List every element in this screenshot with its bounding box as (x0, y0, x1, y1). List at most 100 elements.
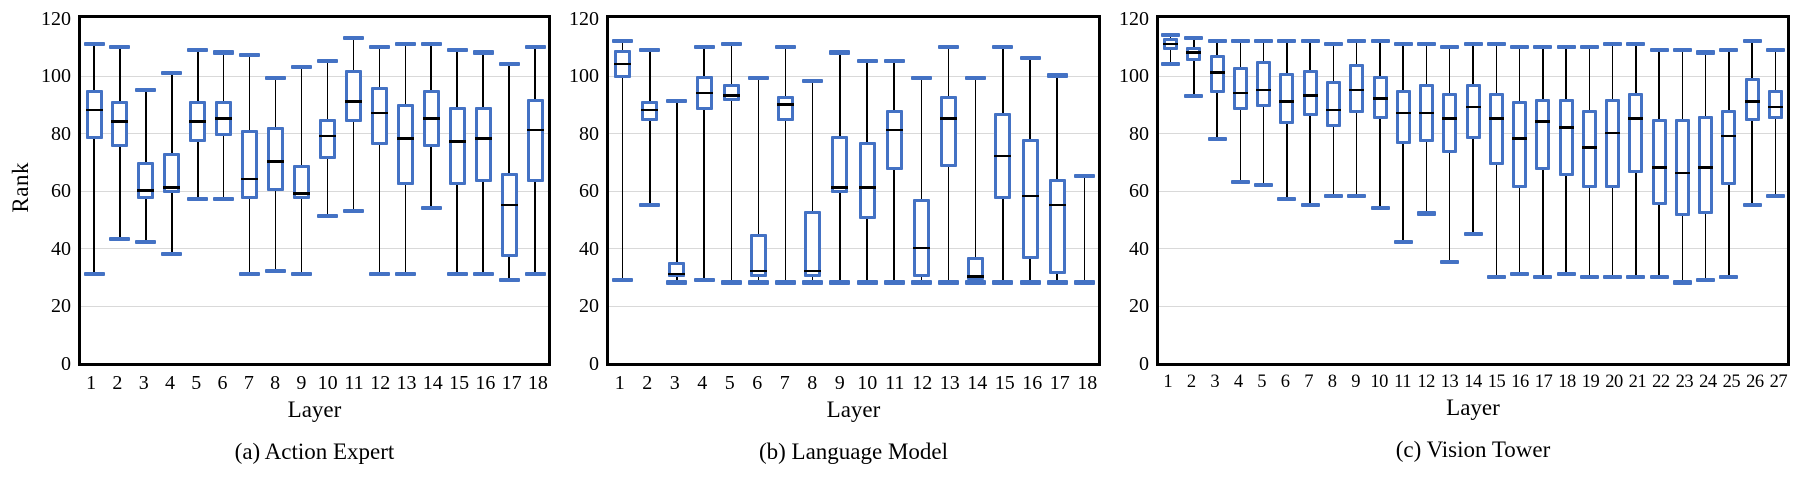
box-layer-13 (940, 95, 958, 168)
box-layer-10 (858, 141, 876, 220)
cap-high-layer-16 (1510, 44, 1529, 49)
cap-high-layer-11 (883, 59, 905, 64)
cap-low-layer-13 (1440, 260, 1460, 265)
y-tick-label-120: 120 (1119, 7, 1149, 30)
x-tick-label-17: 17 (1049, 372, 1070, 394)
cap-low-layer-14 (965, 280, 987, 285)
median-layer-12 (1419, 111, 1434, 115)
median-layer-5 (722, 94, 740, 97)
box-layer-9 (293, 164, 310, 200)
whisker-layer-9 (1355, 41, 1358, 197)
y-axis-language-model: 0 20 40 60 80 100 120 (564, 0, 606, 375)
cap-high-layer-14 (420, 41, 442, 46)
median-layer-24 (1698, 166, 1714, 169)
box-layer-20 (1605, 98, 1621, 188)
median-layer-2 (641, 108, 659, 112)
median-layer-9 (293, 192, 310, 195)
cap-low-layer-8 (265, 268, 287, 274)
cap-high-layer-26 (1742, 38, 1762, 44)
cap-high-layer-10 (856, 59, 878, 64)
y-axis-action-expert: 0 20 40 60 80 100 120 (36, 0, 78, 375)
median-layer-21 (1628, 117, 1644, 120)
x-tick-label-2: 2 (112, 372, 123, 394)
x-tick-label-18: 18 (527, 372, 548, 394)
cap-high-layer-8 (1323, 41, 1343, 46)
whisker-layer-1 (621, 41, 624, 280)
cap-low-layer-9 (291, 271, 312, 276)
box-layer-10 (1372, 75, 1388, 119)
panel-vision-tower: 0 20 40 60 80 100 120 1 2 3 4 5 6 7 8 9 10 11 12 13 14 15 16 1… (1114, 0, 1790, 463)
median-layer-2 (111, 120, 129, 123)
x-tick-label-3: 3 (669, 372, 680, 394)
x-tick-label-25: 25 (1722, 372, 1741, 392)
x-tick-label-16: 16 (1511, 372, 1529, 392)
median-layer-17 (500, 203, 518, 207)
cap-high-layer-15 (446, 47, 468, 52)
cap-low-layer-17 (1046, 280, 1068, 285)
gridline-60 (81, 190, 548, 192)
median-layer-6 (215, 117, 233, 120)
whisker-layer-1 (93, 43, 95, 274)
cap-high-layer-17 (498, 61, 520, 67)
cap-high-layer-2 (1184, 36, 1204, 41)
box-layer-6 (1279, 72, 1295, 125)
median-layer-7 (241, 177, 259, 181)
x-tick-label-16: 16 (1022, 372, 1043, 394)
box-layer-15 (448, 107, 466, 185)
cap-low-layer-9 (829, 280, 851, 285)
x-tick-label-2: 2 (642, 372, 653, 394)
y-tick-label-0: 0 (589, 352, 599, 375)
x-tick-label-26: 26 (1746, 372, 1764, 392)
x-tick-label-7: 7 (1304, 372, 1314, 392)
x-ticks-action-expert: 1 2 3 4 5 6 7 8 9 10 11 12 13 14 15 16 17 18 (78, 372, 551, 394)
cap-low-layer-16 (472, 271, 494, 276)
cap-high-layer-16 (472, 50, 494, 55)
x-tick-label-20: 20 (1605, 372, 1623, 392)
cap-low-layer-17 (498, 277, 520, 282)
cap-high-layer-27 (1765, 47, 1785, 52)
cap-high-layer-13 (938, 44, 960, 49)
median-layer-12 (912, 246, 930, 250)
box-layer-13 (396, 104, 414, 185)
median-layer-15 (448, 140, 466, 143)
x-ticks-vision-tower: 1 2 3 4 5 6 7 8 9 10 11 12 13 14 15 16 17 18 19 20 21 22 23 24 2… (1156, 372, 1790, 392)
median-layer-14 (967, 275, 985, 278)
x-tick-label-3: 3 (138, 372, 149, 394)
box-layer-11 (344, 69, 362, 122)
y-tick-label-20: 20 (579, 295, 599, 317)
whisker-layer-3 (676, 101, 678, 283)
gridline-80 (609, 133, 1098, 134)
median-layer-1 (614, 62, 632, 66)
y-tick-label-100: 100 (41, 65, 71, 87)
y-tick-label-120: 120 (569, 7, 599, 30)
median-layer-27 (1767, 105, 1783, 109)
median-layer-6 (1279, 100, 1295, 103)
cap-low-layer-8 (802, 280, 824, 285)
whisker-layer-7 (784, 46, 787, 283)
x-tick-label-9: 9 (296, 372, 307, 394)
x-tick-label-15: 15 (1487, 372, 1506, 392)
cap-low-layer-6 (213, 197, 235, 202)
box-layer-14 (967, 256, 985, 280)
cap-high-layer-9 (291, 64, 312, 69)
box-layer-23 (1674, 118, 1690, 217)
median-layer-18 (526, 128, 544, 132)
box-layer-2 (111, 101, 129, 148)
cap-low-layer-4 (1230, 179, 1250, 184)
x-axis-label-action-expert: Layer (287, 397, 342, 422)
x-tick-label-21: 21 (1628, 372, 1647, 392)
median-layer-15 (994, 154, 1012, 158)
box-layer-15 (1488, 92, 1504, 165)
median-layer-20 (1605, 131, 1621, 135)
median-layer-1 (1163, 42, 1179, 46)
cap-high-layer-14 (1463, 41, 1483, 46)
cap-high-layer-19 (1579, 44, 1599, 49)
median-layer-12 (370, 111, 388, 115)
x-tick-label-2: 2 (1186, 372, 1196, 392)
cap-low-layer-15 (446, 271, 468, 276)
x-tick-label-5: 5 (191, 372, 202, 394)
cap-low-layer-14 (1463, 231, 1483, 236)
cap-low-layer-3 (135, 240, 157, 245)
y-tick-label-40: 40 (579, 237, 599, 260)
cap-high-layer-20 (1603, 41, 1623, 46)
